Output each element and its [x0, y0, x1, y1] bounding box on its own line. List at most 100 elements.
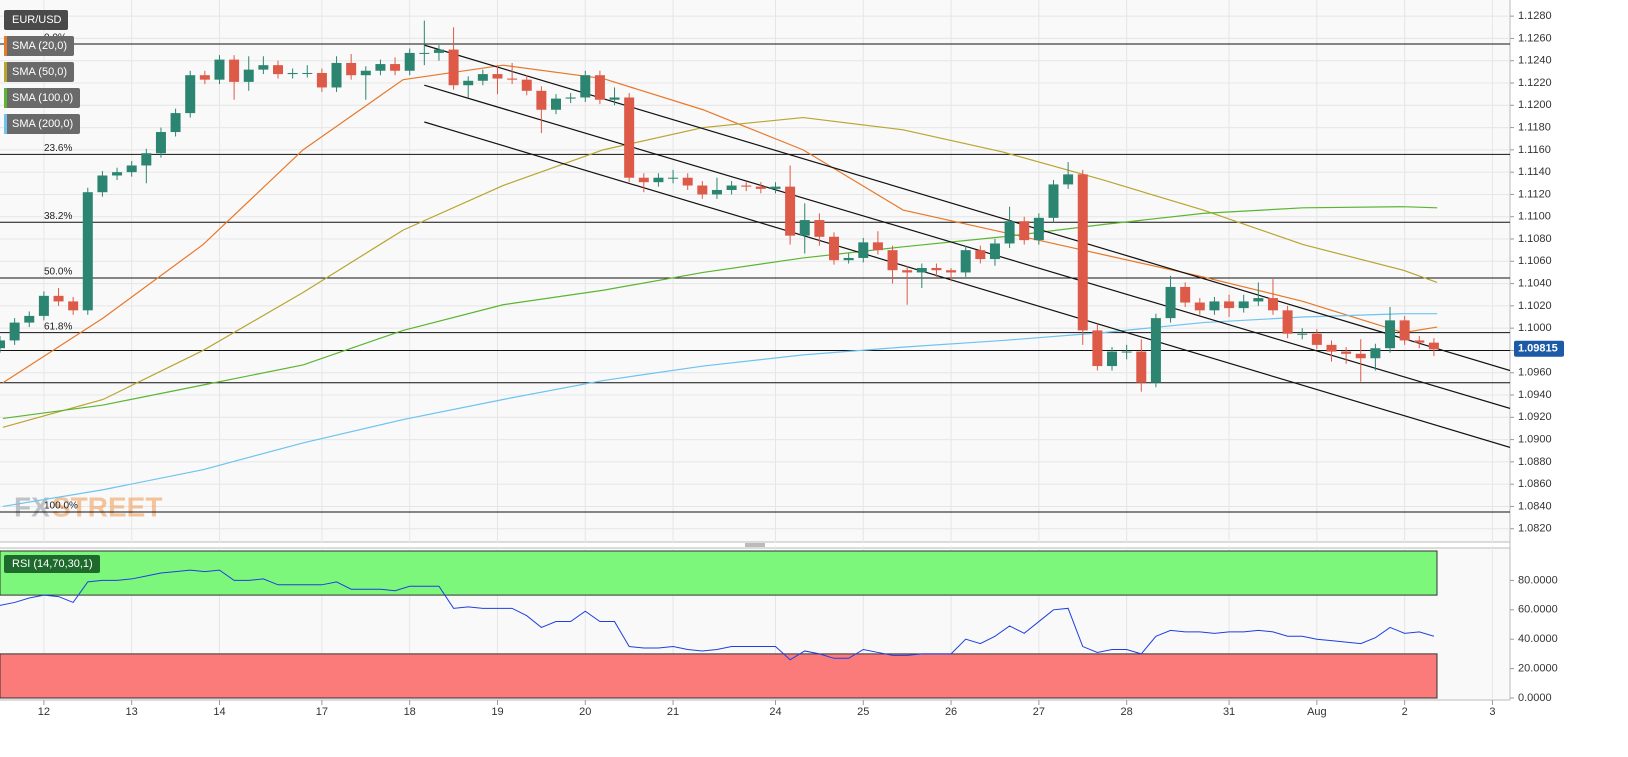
- candle-body: [404, 52, 415, 71]
- candle-body: [1092, 330, 1103, 367]
- legend-label: SMA (50,0): [12, 66, 67, 78]
- candle-body: [1253, 298, 1264, 302]
- candle-body: [126, 165, 137, 173]
- candle-body: [229, 59, 240, 82]
- candle-body: [463, 80, 474, 86]
- fib-label: 50.0%: [44, 267, 72, 278]
- fib-label: 100.0%: [44, 501, 78, 512]
- candle-body: [390, 64, 401, 71]
- y-tick-label: 1.0900: [1518, 434, 1552, 446]
- y-tick-label: 1.1200: [1518, 99, 1552, 111]
- candle-body: [24, 315, 35, 323]
- last-price-label: 1.09815: [1518, 343, 1558, 355]
- candle-body: [302, 72, 313, 74]
- candle-body: [477, 74, 488, 81]
- candle-body: [492, 74, 503, 79]
- watermark-fx: FX: [14, 491, 50, 522]
- candle-body: [638, 177, 649, 183]
- candle-body: [1282, 310, 1293, 334]
- x-tick-label: 17: [316, 706, 328, 718]
- candle-body: [872, 242, 883, 251]
- candle-body: [1311, 333, 1322, 345]
- x-tick-label: 24: [769, 706, 781, 718]
- candle-body: [1370, 348, 1381, 359]
- sma-line: [2, 64, 1438, 384]
- candle-body: [814, 220, 825, 237]
- x-tick-label: 18: [404, 706, 416, 718]
- candle-body: [1428, 342, 1439, 350]
- y-tick-label: 1.0920: [1518, 411, 1552, 423]
- candle-body: [82, 192, 93, 311]
- candle-body: [858, 242, 869, 258]
- x-tick-label: Aug: [1307, 706, 1327, 718]
- candle-body: [624, 97, 635, 178]
- candle-body: [1341, 351, 1352, 354]
- x-tick-label: 25: [857, 706, 869, 718]
- candle-body: [829, 236, 840, 261]
- legend-box: [4, 114, 80, 134]
- candle-body: [97, 175, 108, 193]
- candle-body: [975, 250, 986, 260]
- y-tick-label: 1.0880: [1518, 456, 1552, 468]
- y-tick-label: 1.1040: [1518, 277, 1552, 289]
- legend-box: [4, 62, 74, 82]
- legend-box: [4, 88, 80, 108]
- legend-swatch: [4, 62, 7, 82]
- candle-body: [53, 295, 64, 302]
- candle-body: [946, 270, 957, 273]
- x-tick-label: 31: [1223, 706, 1235, 718]
- candle-body: [843, 257, 854, 261]
- y-tick-label: 1.0820: [1518, 523, 1552, 535]
- trend-line: [424, 84, 1510, 409]
- y-tick-label: 1.1280: [1518, 10, 1552, 22]
- y-tick-label: 1.1140: [1518, 166, 1551, 178]
- legend-label: SMA (20,0): [12, 40, 67, 52]
- candle-body: [785, 186, 796, 236]
- resize-handle[interactable]: [745, 543, 765, 547]
- rsi-line: [0, 569, 1435, 661]
- sma-line: [2, 206, 1438, 420]
- candle-body: [536, 90, 547, 110]
- overbought-zone: [0, 550, 1438, 596]
- candle-body: [1238, 301, 1249, 309]
- candle-body: [1136, 351, 1147, 383]
- legend-swatch: [4, 36, 7, 56]
- x-tick-label: 3: [1489, 706, 1495, 718]
- y-tick-label: 1.0940: [1518, 389, 1552, 401]
- fib-label: 23.6%: [44, 143, 72, 154]
- candle-body: [9, 322, 20, 341]
- candle-body: [68, 301, 79, 311]
- candle-body: [507, 78, 518, 80]
- watermark-street: STREET: [52, 491, 162, 522]
- candle-body: [594, 75, 605, 100]
- legend-box: [4, 36, 74, 56]
- y-tick-label: 1.0860: [1518, 478, 1552, 490]
- candle-body: [1297, 333, 1308, 335]
- x-tick-label: 26: [945, 706, 957, 718]
- candle-body: [1121, 351, 1132, 353]
- last-price-box: [1514, 340, 1564, 357]
- y-tick-label: 1.1260: [1518, 32, 1552, 44]
- candle-body: [741, 185, 752, 187]
- candle-body: [287, 72, 298, 75]
- y-tick-label: 80.0000: [1518, 574, 1558, 586]
- candle-body: [1209, 301, 1220, 311]
- oversold-zone: [0, 653, 1438, 699]
- candle-body: [1077, 174, 1088, 331]
- candle-body: [38, 295, 49, 316]
- candle-body: [346, 62, 357, 76]
- candle-body: [141, 153, 152, 166]
- candle-body: [375, 64, 386, 71]
- x-tick-label: 19: [491, 706, 503, 718]
- candle-body: [155, 132, 166, 154]
- y-tick-label: 20.0000: [1518, 663, 1558, 675]
- sma-line: [2, 313, 1438, 508]
- candle-body: [916, 267, 927, 273]
- x-tick-label: 20: [579, 706, 591, 718]
- candle-body: [989, 243, 1000, 260]
- candle-body: [653, 177, 664, 183]
- candle-body: [887, 250, 898, 271]
- candle-body: [273, 65, 284, 75]
- legend-label: SMA (200,0): [12, 118, 73, 130]
